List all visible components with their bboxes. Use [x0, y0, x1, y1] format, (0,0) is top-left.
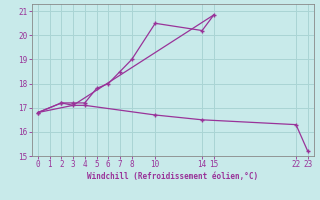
X-axis label: Windchill (Refroidissement éolien,°C): Windchill (Refroidissement éolien,°C): [87, 172, 258, 181]
